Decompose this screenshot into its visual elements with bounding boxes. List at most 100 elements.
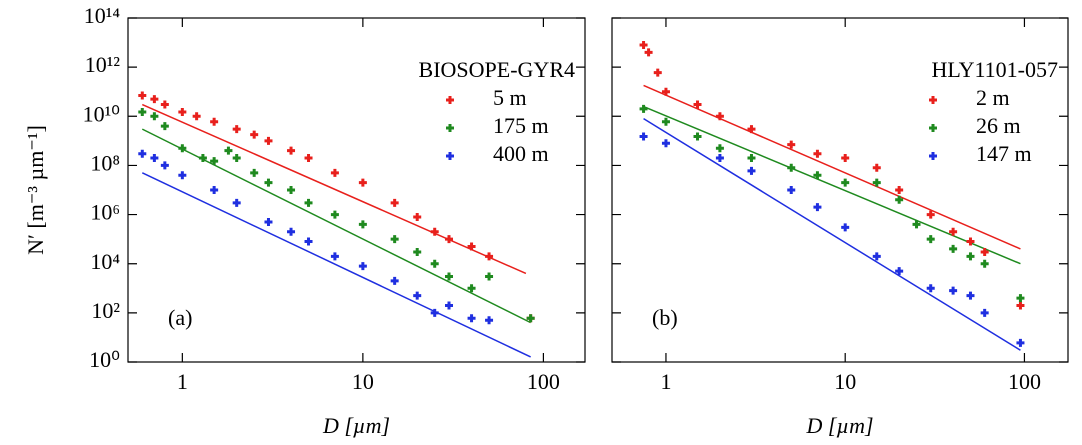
data-point [949,227,958,236]
y-tick-label: 10⁰ [89,347,120,372]
data-point [661,117,670,126]
data-point [264,178,273,187]
legend-label: 26 m [976,113,1021,138]
data-point [715,154,724,163]
data-point [138,107,147,116]
data-point [693,100,702,109]
data-point [639,104,648,113]
data-point [198,154,207,163]
data-point [787,186,796,194]
data-point [358,220,367,229]
data-point [813,171,822,180]
data-point [926,235,935,244]
legend-marker [929,124,937,132]
data-point [304,198,313,207]
data-point [526,314,535,323]
data-point [1016,301,1025,310]
data-point [949,286,958,295]
data-point [287,146,296,155]
data-point [872,252,881,261]
legend-title: HLY1101-057 [931,57,1058,82]
data-point [485,316,494,325]
data-point [330,210,339,219]
data-point [232,198,241,207]
data-point [895,186,904,194]
fit-line [643,84,1021,250]
data-point [160,100,169,109]
legend-marker [446,152,454,160]
legend-marker [446,124,454,132]
data-point [715,144,724,153]
y-tick-label: 10¹⁴ [84,3,121,28]
data-point [639,40,648,49]
data-point [178,144,187,153]
data-point [178,171,187,180]
legend-marker [929,96,937,104]
data-point [747,166,756,175]
panel-label: (a) [168,305,192,330]
data-point [304,237,313,246]
data-point [653,68,662,77]
data-point [841,223,850,232]
data-point [980,259,989,268]
data-point [210,157,219,166]
plot-frame [611,17,1069,363]
x-axis-label: D [µm] [322,413,390,438]
data-point [926,284,935,293]
legend-label: 5 m [493,85,527,110]
legend-title: BIOSOPE-GYR4 [419,57,575,82]
data-point [413,247,422,256]
data-point [693,132,702,141]
data-point [210,186,219,194]
data-point [304,154,313,163]
data-point [210,117,219,126]
y-axis-label: N′ [m⁻³ µm⁻¹] [23,125,48,255]
x-axis-label: D [µm] [805,413,873,438]
x-tick-label: 100 [527,369,560,394]
data-point [192,112,201,121]
data-point [966,237,975,246]
data-point [966,252,975,261]
data-point [330,168,339,177]
fit-line [643,105,1021,265]
y-tick-label: 10² [91,298,120,323]
data-point [445,301,454,310]
data-point [150,154,159,163]
data-point [138,91,147,100]
data-point [390,276,399,285]
x-tick-label: 10 [352,369,374,394]
data-point [895,267,904,276]
data-point [467,314,476,323]
data-point [966,291,975,300]
data-point [150,95,159,104]
data-point [430,227,439,236]
data-point [430,259,439,268]
data-point [445,235,454,244]
fit-line [643,118,1021,351]
data-point [485,252,494,261]
data-point [467,284,476,293]
data-point [661,139,670,148]
y-tick-label: 10⁴ [90,249,120,274]
data-point [390,235,399,244]
data-point [841,178,850,187]
data-point [430,308,439,317]
data-point [390,198,399,207]
data-point [160,161,169,170]
data-point [232,125,241,134]
data-point [872,163,881,172]
data-point [813,203,822,212]
x-tick-label: 1 [177,369,188,394]
data-point [841,154,850,163]
legend-label: 147 m [976,141,1032,166]
data-point [949,244,958,253]
data-point [467,242,476,251]
data-point [413,212,422,221]
data-point [926,210,935,219]
data-point [1016,294,1025,303]
data-point [287,186,296,194]
data-point [747,125,756,134]
data-point [661,87,670,96]
data-point [787,140,796,149]
